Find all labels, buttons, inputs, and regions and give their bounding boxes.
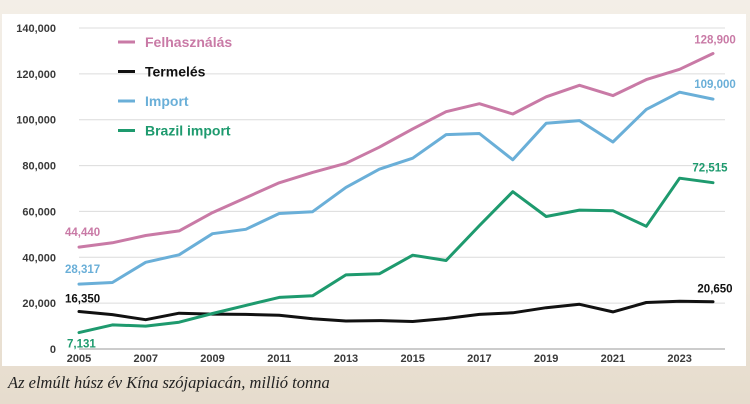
legend-label: Brazil import [145, 123, 231, 139]
data-label-end: 109,000 [694, 79, 736, 91]
series-line-0 [77, 52, 715, 249]
y-tick-label: 40,000 [22, 252, 56, 264]
data-label-start: 7,131 [67, 339, 96, 351]
y-tick-label: 100,000 [16, 115, 56, 127]
data-label-end: 72,515 [692, 163, 728, 175]
legend-label: Import [145, 93, 189, 109]
legend-label: Felhasználás [145, 34, 232, 50]
x-tick-label: 2021 [601, 353, 625, 365]
x-tick-label: 2015 [400, 353, 424, 365]
y-tick-label: 20,000 [22, 298, 56, 310]
data-label-start: 28,317 [65, 264, 100, 276]
x-tick-label: 2019 [534, 353, 558, 365]
data-label-start: 16,350 [65, 294, 100, 306]
y-tick-label: 0 [50, 344, 56, 356]
y-tick-label: 140,000 [16, 23, 56, 35]
data-label-end: 128,900 [694, 34, 736, 46]
x-tick-label: 2011 [267, 353, 291, 365]
x-tick-label: 2005 [67, 353, 91, 365]
data-label-start: 44,440 [65, 227, 100, 239]
series-line-3 [77, 176, 715, 335]
y-tick-label: 60,000 [22, 206, 56, 218]
legend-label: Termelés [145, 64, 206, 80]
x-tick-label: 2023 [667, 353, 691, 365]
x-tick-label: 2009 [200, 353, 224, 365]
series-line-1 [77, 299, 715, 323]
series-line-2 [77, 90, 715, 286]
y-tick-label: 120,000 [16, 69, 56, 81]
chart-caption: Az elmúlt húsz év Kína szójapiacán, mill… [8, 373, 330, 392]
y-tick-label: 80,000 [22, 161, 56, 173]
data-label-end: 20,650 [697, 284, 732, 296]
x-tick-label: 2017 [467, 353, 491, 365]
x-tick-label: 2007 [133, 353, 157, 365]
x-tick-label: 2013 [334, 353, 358, 365]
